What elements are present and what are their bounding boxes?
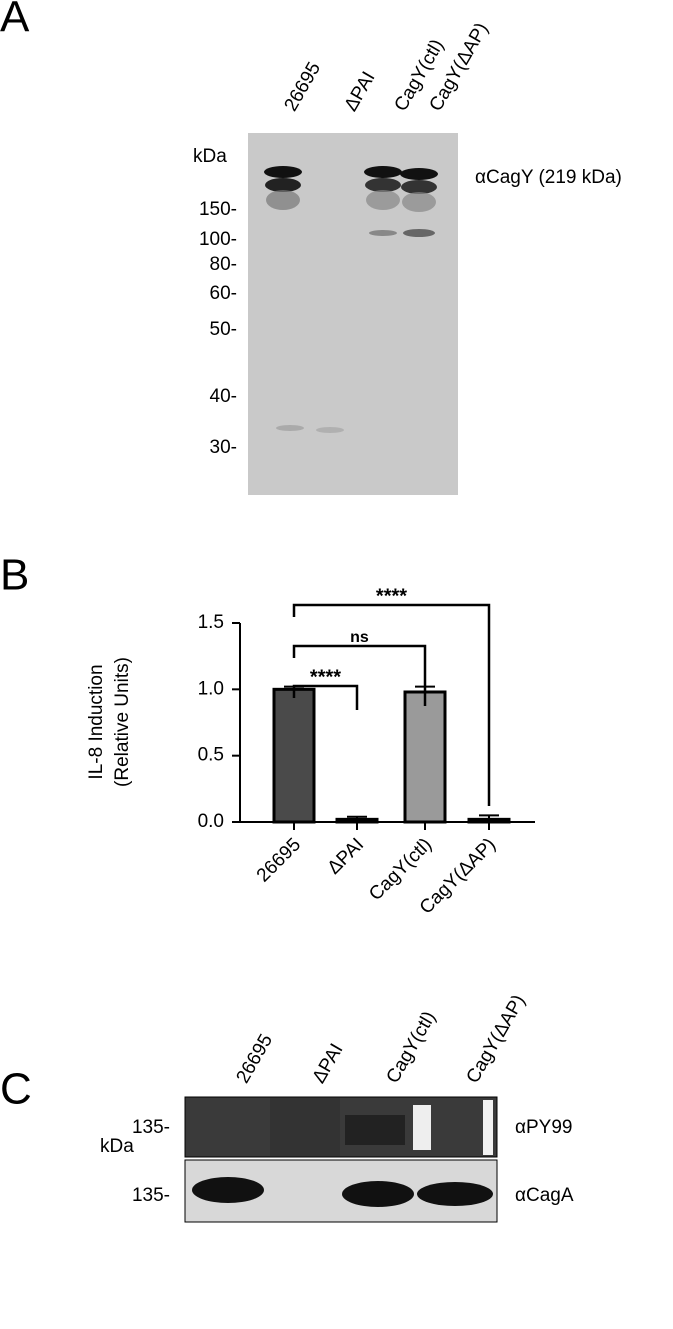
- y-axis-label: (Relative Units): [112, 657, 133, 787]
- bar: [272, 687, 316, 824]
- marker-label: 150-: [199, 199, 237, 220]
- blot-a: [248, 133, 458, 495]
- y-tick-label: 1.0: [198, 678, 224, 699]
- error-bar: [479, 814, 499, 820]
- marker-label: 80-: [210, 254, 237, 275]
- x-tick-label: ΔPAI: [324, 834, 368, 878]
- marker-label: 30-: [210, 437, 237, 458]
- panel-letter: A: [0, 0, 30, 42]
- bar: [335, 817, 379, 824]
- lane-label: 26695: [280, 59, 325, 115]
- panel-letter: B: [0, 551, 29, 600]
- y-tick-label: 0.5: [198, 745, 224, 766]
- significance-label: ****: [376, 585, 407, 607]
- marker-label: 135-: [132, 1117, 170, 1138]
- significance-label: ****: [310, 666, 341, 688]
- marker-label: 100-: [199, 229, 237, 250]
- marker-label: 60-: [210, 283, 237, 304]
- significance-bracket: [292, 644, 427, 706]
- lane-label: 26695: [232, 1031, 277, 1087]
- significance-label: ns: [350, 629, 369, 646]
- y-tick-label: 0.0: [198, 811, 224, 832]
- y-tick-label: 1.5: [198, 612, 224, 633]
- lane-label: CagY(ΔAP): [462, 991, 529, 1087]
- error-bar: [347, 815, 367, 820]
- antibody-label: αCagA: [515, 1185, 574, 1206]
- bar: [467, 817, 511, 824]
- lane-label: ΔPAI: [308, 1040, 347, 1087]
- marker-label: 135-: [132, 1185, 170, 1206]
- marker-label: 50-: [210, 319, 237, 340]
- x-tick-label: 26695: [253, 834, 305, 886]
- significance-bracket: [292, 684, 359, 710]
- bar: [403, 690, 447, 824]
- blot-c: [184, 1096, 498, 1223]
- kda-label: kDa: [100, 1136, 134, 1157]
- kda-label: kDa: [193, 146, 227, 167]
- y-axis-label: IL-8 Induction: [86, 664, 107, 779]
- marker-label: 40-: [210, 386, 237, 407]
- lane-label: CagY(ctl): [382, 1008, 440, 1087]
- lane-label: ΔPAI: [340, 68, 379, 115]
- panel-letter: C: [0, 1065, 32, 1114]
- antibody-label: αCagY (219 kDa): [475, 167, 622, 188]
- antibody-label: αPY99: [515, 1117, 572, 1138]
- significance-bracket: [292, 603, 491, 806]
